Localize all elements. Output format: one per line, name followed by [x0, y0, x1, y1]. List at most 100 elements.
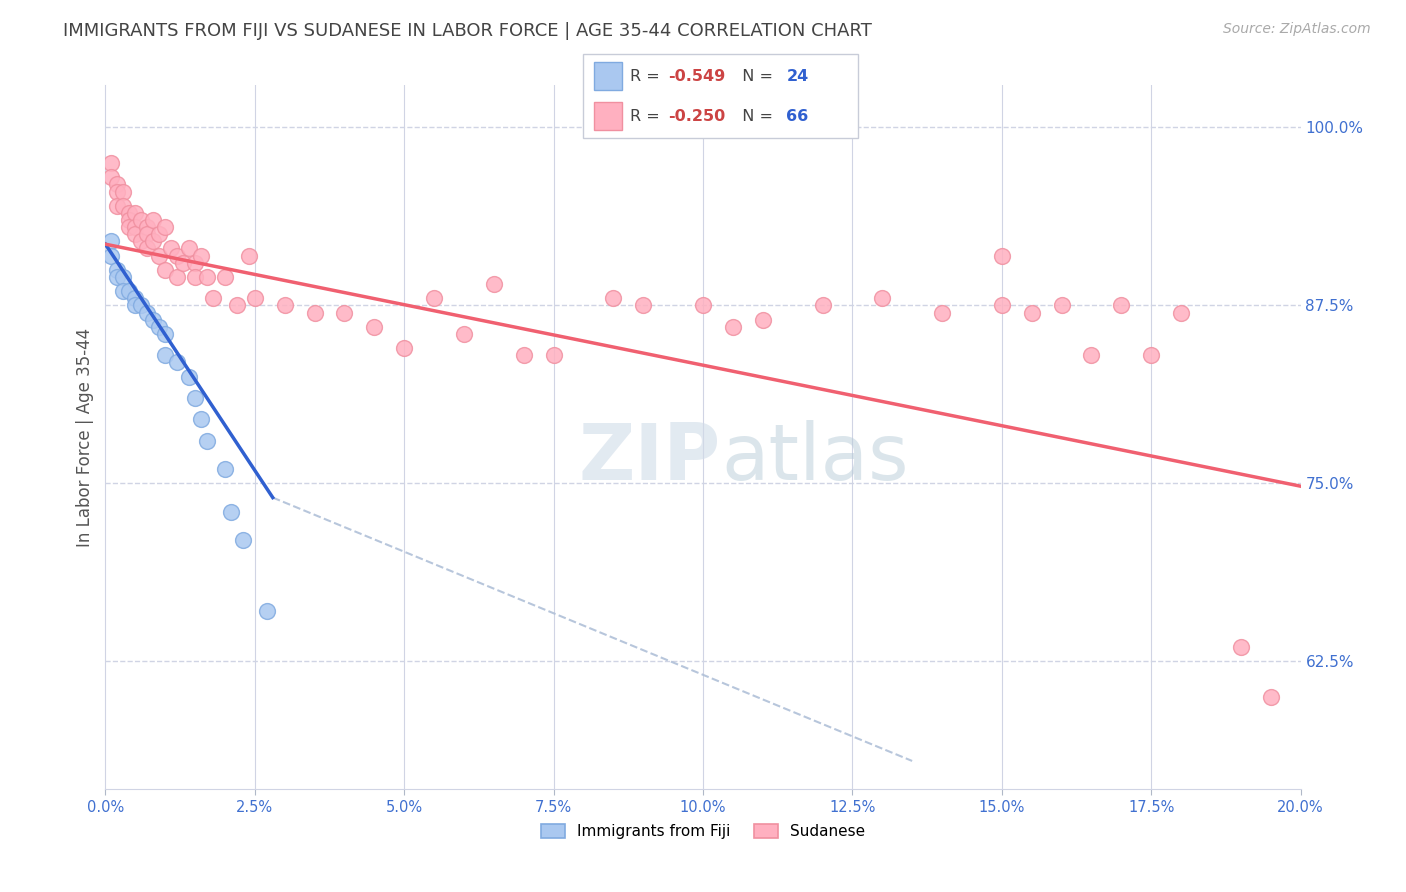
Point	[232, 533, 254, 548]
Point	[225, 298, 249, 312]
Point	[184, 269, 207, 284]
Text: R =: R =	[630, 69, 665, 84]
FancyBboxPatch shape	[595, 102, 621, 130]
Point	[1170, 305, 1192, 319]
Text: atlas: atlas	[721, 420, 908, 496]
Point	[202, 291, 225, 305]
Point	[166, 269, 188, 284]
Point	[256, 605, 278, 619]
Point	[148, 249, 170, 263]
Point	[112, 199, 135, 213]
Point	[118, 220, 141, 235]
Point	[990, 249, 1012, 263]
Point	[190, 249, 212, 263]
Point	[453, 326, 475, 341]
Text: ZIP: ZIP	[579, 420, 721, 496]
Point	[931, 305, 953, 319]
Point	[1021, 305, 1043, 319]
Point	[100, 170, 122, 185]
Point	[129, 213, 153, 227]
Point	[333, 305, 356, 319]
Point	[243, 291, 266, 305]
Text: Source: ZipAtlas.com: Source: ZipAtlas.com	[1223, 22, 1371, 37]
Point	[112, 269, 135, 284]
Legend: Immigrants from Fiji, Sudanese: Immigrants from Fiji, Sudanese	[534, 817, 872, 846]
Point	[1260, 690, 1282, 704]
Point	[118, 284, 141, 298]
Point	[136, 220, 159, 235]
Text: N =: N =	[731, 69, 778, 84]
Point	[148, 227, 170, 242]
Point	[363, 319, 385, 334]
Point	[107, 262, 129, 277]
Point	[155, 348, 177, 362]
Point	[166, 249, 188, 263]
Point	[112, 284, 135, 298]
Point	[190, 412, 212, 426]
Point	[118, 213, 141, 227]
Point	[184, 391, 207, 405]
Point	[214, 462, 236, 476]
Text: -0.250: -0.250	[668, 109, 725, 124]
Point	[602, 291, 624, 305]
Point	[142, 213, 165, 227]
Point	[273, 298, 295, 312]
Point	[160, 242, 183, 256]
Y-axis label: In Labor Force | Age 35-44: In Labor Force | Age 35-44	[76, 327, 94, 547]
Point	[124, 220, 146, 235]
Text: N =: N =	[731, 109, 778, 124]
Point	[124, 227, 146, 242]
Point	[124, 206, 146, 220]
Point	[107, 178, 129, 192]
Point	[155, 262, 177, 277]
Text: IMMIGRANTS FROM FIJI VS SUDANESE IN LABOR FORCE | AGE 35-44 CORRELATION CHART: IMMIGRANTS FROM FIJI VS SUDANESE IN LABO…	[63, 22, 872, 40]
Point	[148, 319, 170, 334]
Point	[129, 235, 153, 249]
Point	[100, 249, 122, 263]
Point	[166, 355, 188, 369]
Point	[721, 319, 744, 334]
Text: 66: 66	[786, 109, 808, 124]
Point	[238, 249, 260, 263]
Point	[1229, 640, 1253, 654]
FancyBboxPatch shape	[583, 54, 858, 138]
Point	[872, 291, 894, 305]
Text: -0.549: -0.549	[668, 69, 725, 84]
Point	[107, 269, 129, 284]
Point	[394, 341, 416, 355]
Point	[219, 505, 242, 519]
Point	[751, 312, 773, 326]
Point	[482, 277, 505, 291]
Point	[100, 235, 122, 249]
Point	[990, 298, 1012, 312]
Text: R =: R =	[630, 109, 665, 124]
Point	[543, 348, 565, 362]
Point	[136, 242, 159, 256]
Point	[172, 255, 194, 269]
Point	[107, 185, 129, 199]
Point	[811, 298, 834, 312]
Text: 24: 24	[786, 69, 808, 84]
Point	[136, 305, 159, 319]
Point	[112, 185, 135, 199]
Point	[195, 269, 218, 284]
Point	[155, 326, 177, 341]
Point	[214, 269, 236, 284]
Point	[1140, 348, 1163, 362]
Point	[513, 348, 536, 362]
Point	[155, 220, 177, 235]
Point	[1050, 298, 1073, 312]
Point	[100, 156, 122, 170]
Point	[633, 298, 655, 312]
Point	[1080, 348, 1102, 362]
Point	[124, 291, 146, 305]
Point	[124, 298, 146, 312]
Point	[142, 235, 165, 249]
Point	[304, 305, 326, 319]
Point	[177, 369, 201, 384]
Point	[107, 199, 129, 213]
Point	[136, 227, 159, 242]
FancyBboxPatch shape	[595, 62, 621, 90]
Point	[423, 291, 446, 305]
Point	[129, 298, 153, 312]
